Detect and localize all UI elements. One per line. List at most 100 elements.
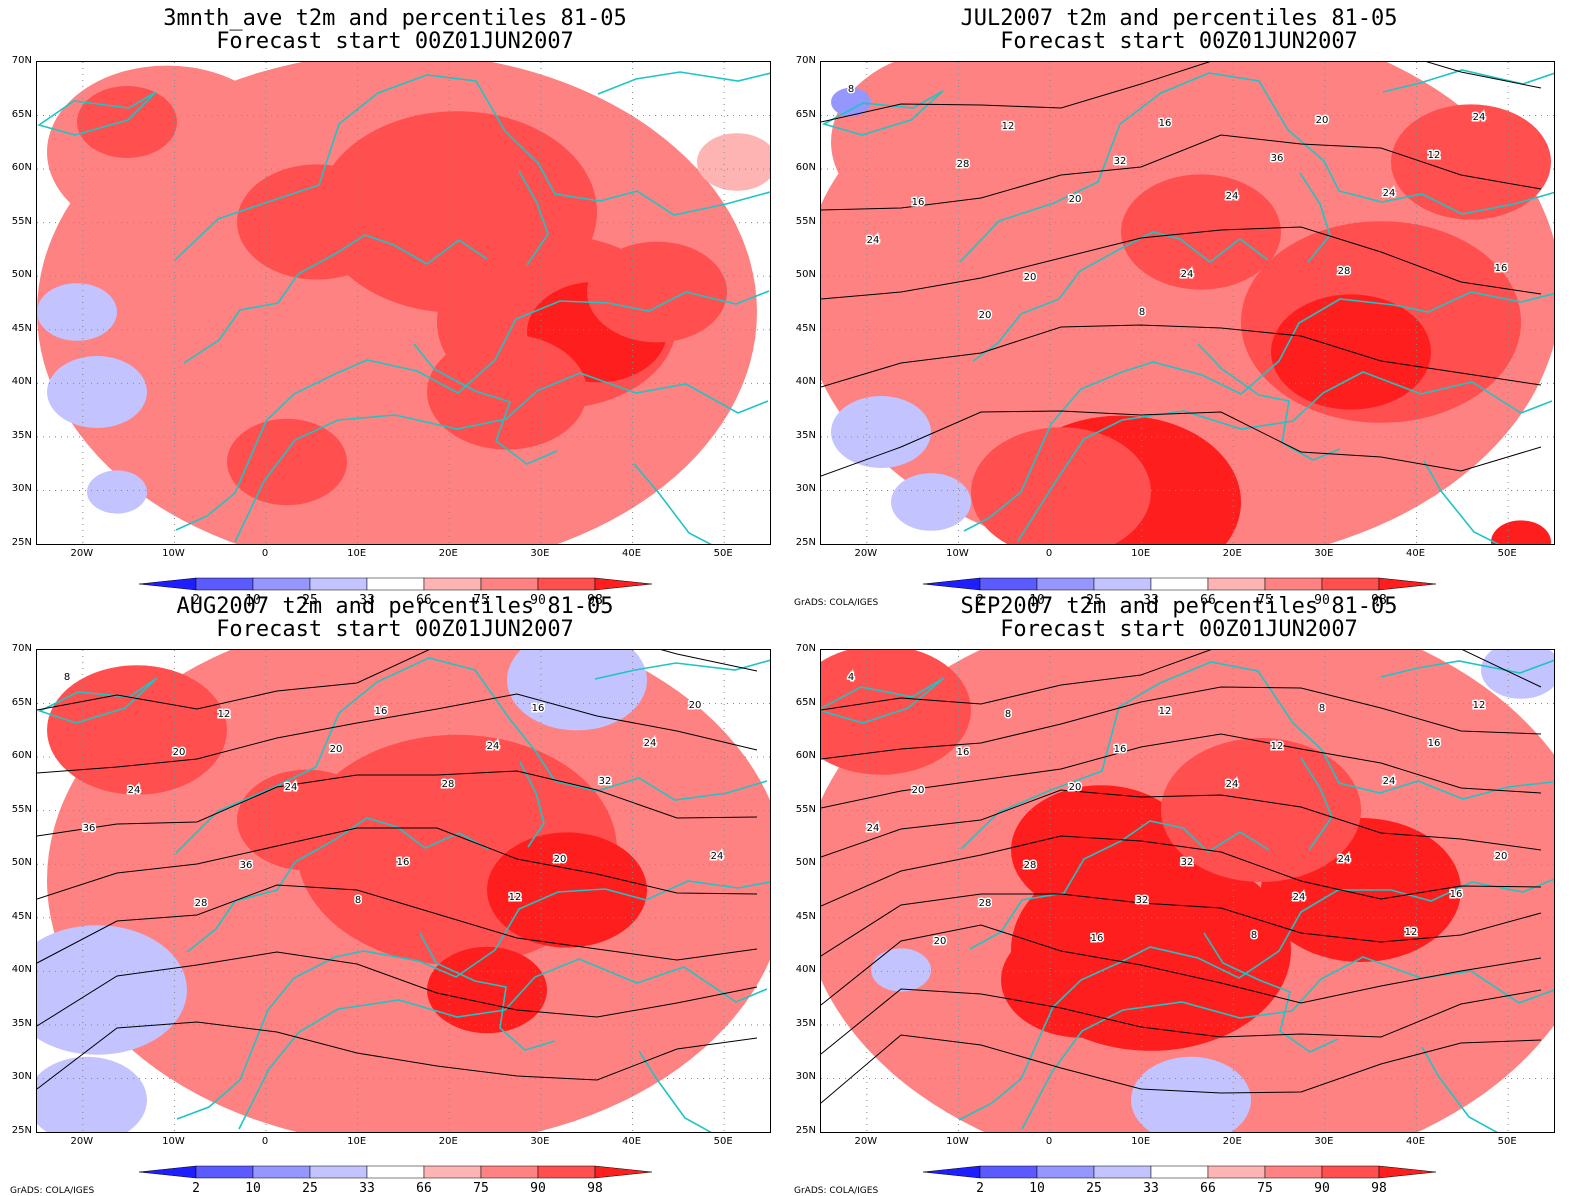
percentile-region: [227, 418, 347, 506]
latitude-label: 45N: [795, 322, 816, 334]
contour-label: 16: [1159, 118, 1172, 129]
percentile-region: [487, 832, 647, 948]
isotherm-contour: [821, 835, 1542, 907]
contour-label: 16: [1495, 263, 1508, 274]
longitude-label: 10W: [162, 1136, 185, 1147]
contour-label: 16: [1428, 738, 1441, 749]
coastline: [594, 659, 770, 680]
isotherm-contour: [821, 686, 1542, 760]
colorbar-segment: [366, 1165, 425, 1179]
longitude-label: 20W: [854, 548, 878, 559]
coastline: [960, 661, 1554, 850]
coastline: [972, 231, 1269, 362]
isotherm-contour: [821, 134, 1542, 211]
contour-label: 12: [1002, 121, 1015, 132]
contour-label: 36: [83, 823, 96, 834]
coastline: [821, 90, 944, 136]
grads-credit: GrADS: COLA/IGES: [794, 1186, 879, 1196]
percentile-region: [77, 86, 177, 158]
colorbar-segment: [594, 577, 653, 591]
percentile-colorbar: [139, 577, 653, 591]
isotherm-contour: [37, 951, 758, 1027]
colorbar-segment: [1378, 577, 1437, 591]
latitude-label: 70N: [11, 643, 32, 654]
latitude-label: 35N: [11, 1017, 32, 1029]
contour-label: 20: [173, 747, 186, 758]
colorbar-segment: [923, 1165, 981, 1179]
coastline: [518, 170, 549, 266]
longitude-label: 0: [261, 548, 269, 559]
longitude-label: 20E: [438, 548, 458, 559]
grads-credit: GrADS: COLA/IGES: [10, 1186, 95, 1196]
panel-title: AUG2007 t2m and percentiles 81-05: [176, 594, 614, 619]
contour-label: 8: [848, 84, 854, 95]
latitude-label: 65N: [11, 108, 32, 120]
percentile-colorbar: [923, 1165, 1437, 1179]
longitude-label: 20W: [854, 1136, 878, 1147]
contour-label: 16: [532, 703, 545, 714]
isotherm-contour: [821, 324, 1542, 388]
colorbar-label: 90: [1314, 1181, 1330, 1196]
colorbar-label: 66: [416, 593, 432, 608]
latitude-label: 35N: [795, 429, 816, 441]
longitude-label: 30E: [530, 548, 550, 559]
map-area: [36, 61, 771, 545]
contour-label: 16: [957, 747, 970, 758]
contour-label: 20: [554, 854, 567, 865]
contour-label: 20: [1069, 782, 1082, 793]
coastline: [963, 291, 1554, 532]
colorbar-label: 10: [245, 593, 261, 608]
contour-label: 24: [644, 738, 657, 749]
isotherm-contour: [37, 693, 758, 774]
isotherm-contour: [37, 770, 758, 837]
latitude-label: 25N: [795, 537, 816, 548]
colorbar-label: 25: [1086, 1181, 1102, 1196]
coastline: [413, 343, 558, 465]
colorbar-segment: [195, 1165, 254, 1179]
latitude-label: 30N: [795, 483, 816, 495]
coastline: [638, 1050, 713, 1132]
latitude-label: 65N: [11, 696, 32, 708]
latitude-label: 25N: [11, 1125, 32, 1136]
coastline: [958, 878, 1554, 1121]
grads-credit: GrADS: COLA/IGES: [794, 598, 879, 608]
latitude-label: 30N: [795, 1071, 816, 1083]
coastline: [1421, 1046, 1499, 1132]
longitude-label: 50E: [713, 1136, 733, 1147]
longitude-label: 20E: [438, 1136, 458, 1147]
latitude-label: 40N: [11, 376, 32, 388]
longitude-label: 30E: [530, 1136, 550, 1147]
contour-label: 12: [1405, 927, 1418, 938]
percentile-region: [237, 769, 377, 871]
percentile-region: [831, 87, 871, 117]
colorbar-label: 10: [1029, 593, 1045, 608]
latitude-label: 35N: [11, 429, 32, 441]
coastline: [1300, 757, 1333, 851]
colorbar-segment: [480, 1165, 539, 1179]
longitude-label: 30E: [1314, 548, 1334, 559]
coastline: [234, 372, 769, 543]
isotherm-contour: [821, 410, 1542, 477]
colorbar-label: 98: [1371, 1181, 1387, 1196]
percentile-region: [971, 427, 1151, 544]
latitude-label: 30N: [11, 1071, 32, 1083]
percentile-region: [427, 334, 587, 450]
contour-label: 16: [1114, 744, 1127, 755]
longitude-label: 50E: [1497, 1136, 1517, 1147]
latitude-label: 40N: [795, 376, 816, 388]
contour-label: 28: [1024, 860, 1037, 871]
contour-label: 28: [1338, 266, 1351, 277]
percentile-region: [697, 133, 770, 191]
contour-label: 24: [1226, 779, 1239, 790]
contour-label: 36: [240, 860, 253, 871]
colorbar-label: 25: [302, 593, 318, 608]
colorbar-segment: [252, 1165, 311, 1179]
contour-label: 20: [689, 700, 702, 711]
percentile-region: [1391, 104, 1551, 220]
contour-label: 4: [848, 672, 854, 683]
percentile-region: [427, 946, 547, 1034]
percentile-region: [1481, 650, 1554, 699]
latitude-label: 45N: [11, 910, 32, 922]
colorbar-label: 66: [416, 1181, 432, 1196]
coastline: [633, 463, 712, 544]
